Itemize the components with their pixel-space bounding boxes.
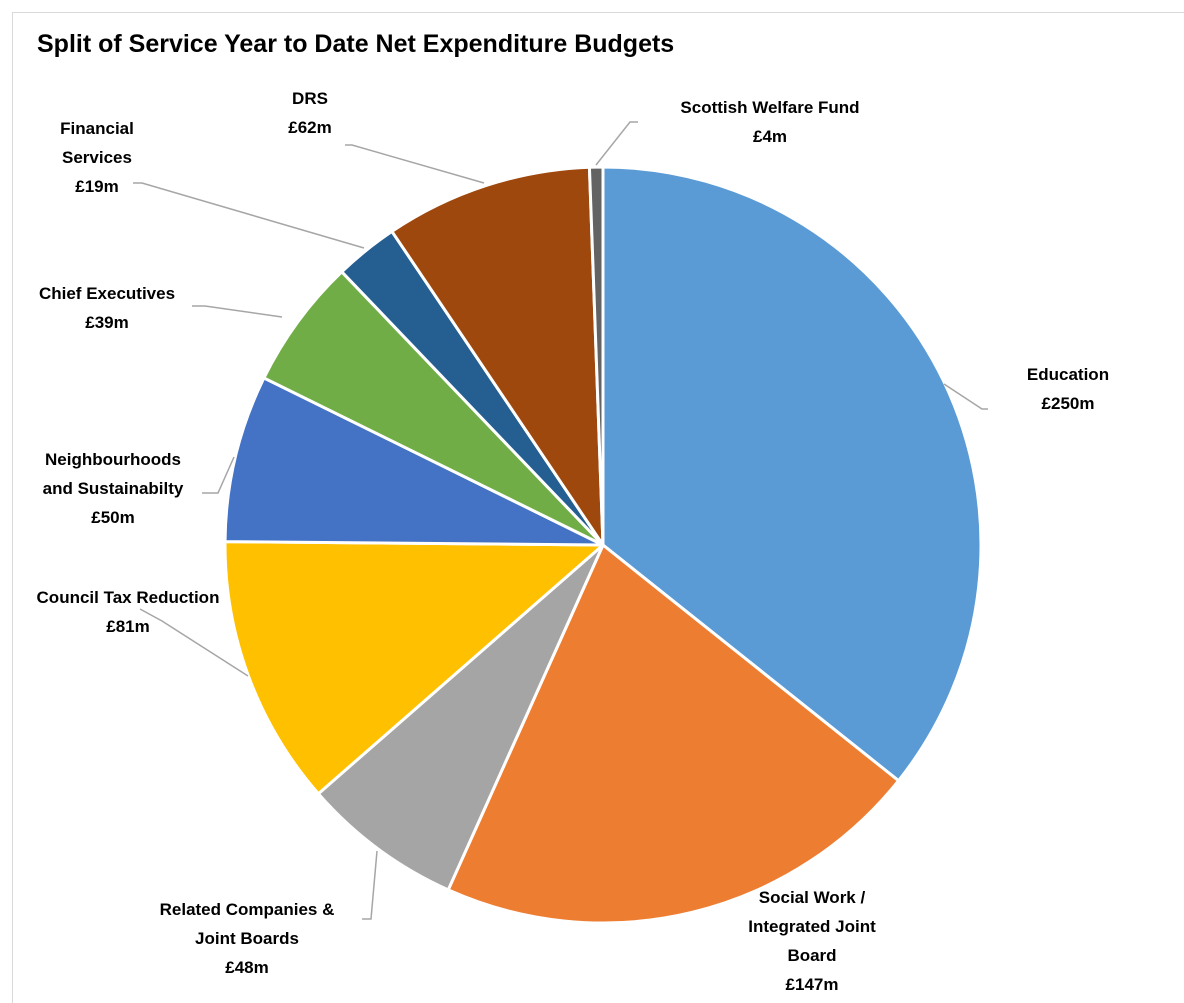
data-label-line: £81m — [106, 617, 149, 636]
data-label: Related Companies & Joint Boards £48m — [160, 900, 335, 977]
leader-line — [595, 121, 638, 166]
data-label: Financial Services £19m — [60, 119, 134, 196]
data-label-line: £250m — [1042, 394, 1095, 413]
data-label-line: Chief Executives — [39, 284, 175, 303]
data-label: Neighbourhoods and Sustainabilty £50m — [43, 450, 184, 527]
data-label: Social Work / Integrated Joint Board £147m — [748, 888, 876, 994]
pie-slice-education — [601, 165, 983, 783]
leader-line — [139, 608, 249, 677]
pie-slice-chief-executives — [262, 270, 605, 547]
data-label-line: Education — [1027, 365, 1109, 384]
data-label-line: Scottish Welfare Fund — [680, 98, 859, 117]
leader-line — [943, 383, 988, 410]
data-label-line: £62m — [288, 118, 331, 137]
data-label-line: Neighbourhoods — [45, 450, 181, 469]
data-label-line: Board — [787, 946, 836, 965]
data-label-line: Related Companies & — [160, 900, 335, 919]
leader-line — [192, 305, 283, 318]
data-label-line: Services — [62, 148, 132, 167]
leader-line — [202, 456, 235, 494]
data-label-line: £147m — [786, 975, 839, 994]
pie-slice-council-tax-reduction — [223, 540, 605, 796]
pie-slice-drs — [390, 165, 605, 547]
pie-slice-neighbourhoods-and-sustainabilty — [223, 376, 605, 547]
pie-slice-scottish-welfare-fund — [587, 165, 605, 547]
data-label-line: Financial — [60, 119, 134, 138]
data-label-line: and Sustainabilty — [43, 479, 184, 498]
data-label: Chief Executives £39m — [39, 284, 175, 332]
data-label-line: Joint Boards — [195, 929, 299, 948]
data-label-line: £48m — [225, 958, 268, 977]
data-label-line: £19m — [75, 177, 118, 196]
data-label-line: Integrated Joint — [748, 917, 876, 936]
data-label: Council Tax Reduction £81m — [37, 588, 220, 636]
chart-title: Split of Service Year to Date Net Expend… — [37, 30, 675, 58]
data-label: Education £250m — [1027, 365, 1109, 413]
data-label: DRS £62m — [288, 89, 331, 137]
data-label-line: DRS — [292, 89, 328, 108]
leader-line — [362, 850, 378, 920]
data-label-line: Social Work / — [759, 888, 866, 907]
pie-slice-related-companies-joint-boards — [316, 543, 605, 892]
data-label-line: Council Tax Reduction — [37, 588, 220, 607]
chart-area — [12, 12, 1184, 1003]
data-label-line: £50m — [91, 508, 134, 527]
leader-line — [345, 144, 485, 184]
data-label-line: £4m — [753, 127, 787, 146]
data-label: Scottish Welfare Fund £4m — [680, 98, 859, 146]
leader-line — [133, 182, 365, 249]
data-label-line: £39m — [85, 313, 128, 332]
